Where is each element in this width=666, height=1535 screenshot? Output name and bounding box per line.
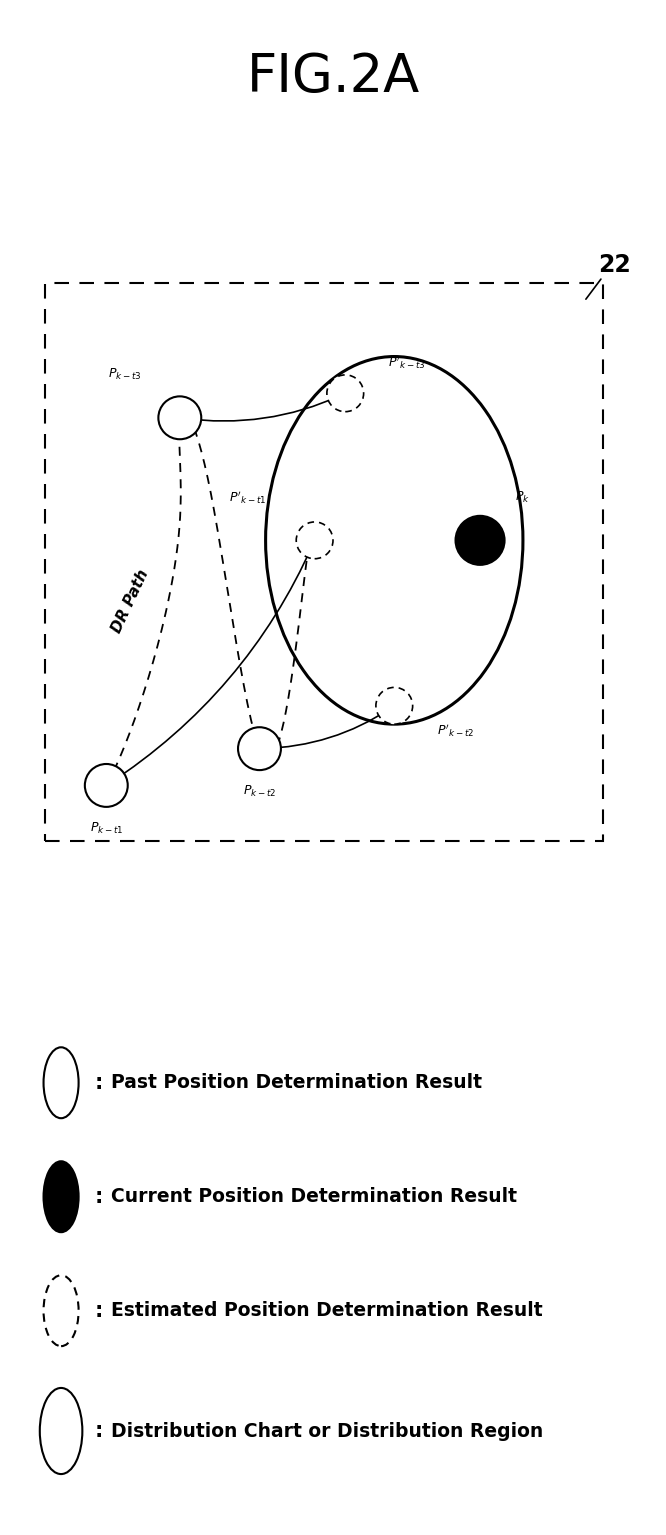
Circle shape <box>43 1162 79 1233</box>
Circle shape <box>296 522 333 559</box>
Text: $P_{k-t1}$: $P_{k-t1}$ <box>89 821 123 837</box>
Text: :: : <box>95 1300 103 1320</box>
Circle shape <box>327 375 364 411</box>
Text: $P_{k-t2}$: $P_{k-t2}$ <box>243 784 276 800</box>
Text: FIG.2A: FIG.2A <box>246 51 420 103</box>
Text: $P_{k-t3}$: $P_{k-t3}$ <box>108 367 141 382</box>
Circle shape <box>40 1388 83 1474</box>
Text: Past Position Determination Result: Past Position Determination Result <box>111 1073 482 1093</box>
Text: $P_k$: $P_k$ <box>515 490 530 505</box>
Circle shape <box>159 396 201 439</box>
Text: :: : <box>95 1421 103 1441</box>
Text: :: : <box>95 1187 103 1207</box>
Text: Distribution Chart or Distribution Region: Distribution Chart or Distribution Regio… <box>111 1421 543 1440</box>
Text: $P'_{k-t3}$: $P'_{k-t3}$ <box>388 355 425 371</box>
Text: $P'_{k-t1}$: $P'_{k-t1}$ <box>228 490 266 505</box>
Text: $P'_{k-t2}$: $P'_{k-t2}$ <box>437 721 474 738</box>
Text: :: : <box>95 1073 103 1093</box>
Circle shape <box>376 688 413 725</box>
Circle shape <box>456 516 505 565</box>
Circle shape <box>238 728 281 771</box>
Circle shape <box>43 1276 79 1346</box>
Ellipse shape <box>266 356 523 725</box>
Text: DR Path: DR Path <box>110 568 152 635</box>
Circle shape <box>43 1047 79 1117</box>
Text: 22: 22 <box>599 253 631 276</box>
Text: Estimated Position Determination Result: Estimated Position Determination Result <box>111 1302 543 1320</box>
Text: Current Position Determination Result: Current Position Determination Result <box>111 1187 517 1207</box>
Circle shape <box>85 764 128 807</box>
